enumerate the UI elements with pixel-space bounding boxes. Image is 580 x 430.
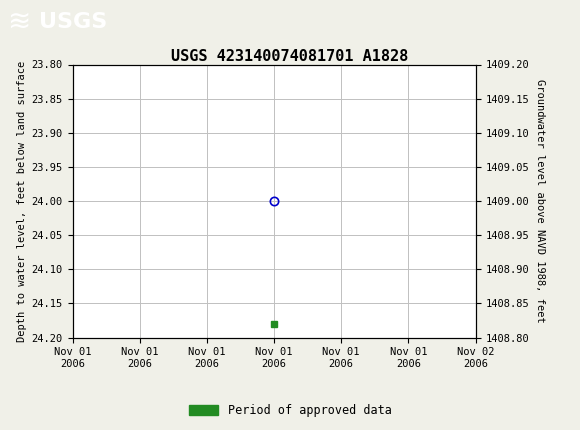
Legend: Period of approved data: Period of approved data [184, 399, 396, 422]
Y-axis label: Depth to water level, feet below land surface: Depth to water level, feet below land su… [17, 60, 27, 342]
Y-axis label: Groundwater level above NAVD 1988, feet: Groundwater level above NAVD 1988, feet [535, 79, 545, 323]
Text: USGS 423140074081701 A1828: USGS 423140074081701 A1828 [171, 49, 409, 64]
Text: ≋: ≋ [7, 8, 30, 36]
Text: USGS: USGS [39, 12, 108, 32]
